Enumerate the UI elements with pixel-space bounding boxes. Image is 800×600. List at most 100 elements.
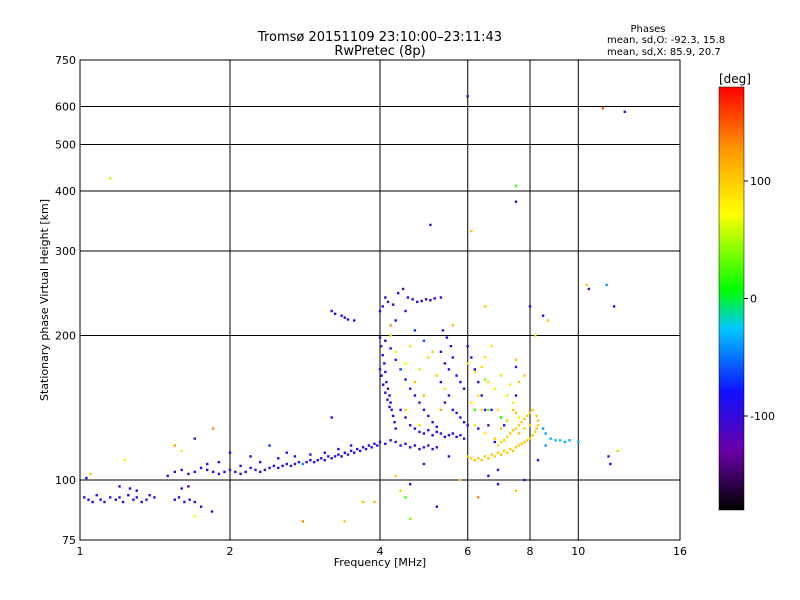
data-point [99, 498, 102, 501]
data-point [477, 380, 480, 384]
data-point [431, 447, 434, 451]
x-tick-label: 16 [673, 545, 687, 558]
data-point [346, 453, 350, 456]
data-point [523, 417, 526, 421]
y-tick-labels: 75 100 200 300 400 500 600 750 [55, 54, 76, 547]
data-point [187, 472, 190, 476]
data-point [153, 496, 156, 499]
data-point [509, 447, 512, 451]
data-point [123, 459, 126, 462]
data-point [394, 474, 397, 478]
data-point [364, 447, 368, 451]
data-point [422, 394, 426, 397]
data-point [531, 434, 534, 437]
data-point [447, 394, 451, 397]
data-point [389, 401, 392, 404]
data-point [217, 460, 221, 464]
data-point [439, 380, 443, 384]
plot-frame [79, 59, 681, 541]
data-point [223, 470, 226, 474]
data-point [391, 303, 395, 306]
data-point [443, 362, 447, 365]
data-point [459, 416, 462, 419]
data-point [473, 424, 476, 427]
data-point [199, 505, 203, 508]
data-point [496, 451, 500, 454]
x-tick-label: 10 [571, 545, 585, 558]
data-point [418, 401, 421, 404]
data-point [323, 459, 326, 462]
data-point [121, 500, 125, 504]
data-point [361, 500, 365, 504]
data-point [443, 401, 447, 404]
data-point [493, 437, 496, 440]
data-point [337, 447, 340, 451]
data-point [506, 419, 509, 422]
data-point [385, 380, 388, 384]
data-point [514, 365, 518, 369]
data-point [499, 427, 503, 430]
data-point [409, 483, 412, 486]
data-point [127, 494, 130, 497]
data-point [210, 510, 214, 513]
data-point [384, 442, 387, 445]
data-point [399, 444, 402, 447]
data-point [443, 435, 447, 439]
data-point [333, 455, 337, 458]
data-point [114, 498, 117, 501]
data-point [509, 383, 512, 386]
y-tick-label: 300 [55, 245, 76, 258]
data-point [217, 472, 221, 476]
x-tick-labels: 1 2 4 6 8 10 16 [77, 545, 688, 558]
data-point [466, 424, 469, 427]
x-axis-label: Frequency [MHz] [334, 556, 426, 569]
data-point [239, 464, 242, 468]
data-point [173, 470, 176, 474]
data-point [459, 380, 462, 384]
data-point [384, 339, 387, 342]
data-point [514, 200, 518, 203]
data-point [382, 383, 385, 386]
data-point [462, 437, 466, 440]
data-point [384, 370, 387, 374]
data-point [386, 300, 390, 304]
data-point [483, 378, 487, 381]
data-point [427, 356, 430, 359]
data-point [353, 451, 356, 454]
y-axis-label: Stationary phase Virtual Height [km] [38, 199, 51, 401]
data-point [439, 350, 443, 353]
data-point [429, 223, 432, 227]
data-point [577, 440, 580, 444]
data-point [493, 440, 496, 444]
data-point [517, 416, 521, 419]
data-point [289, 464, 293, 468]
data-point [459, 434, 462, 437]
data-point [435, 446, 438, 449]
data-point [466, 345, 469, 348]
data-point [585, 283, 588, 287]
chart-subtitle: RwPretec (8p) [334, 44, 425, 59]
data-point [473, 368, 476, 371]
data-point [447, 455, 451, 458]
data-point [389, 334, 392, 337]
data-point [523, 427, 526, 430]
data-point [435, 505, 438, 508]
data-point [487, 424, 490, 427]
data-point [420, 299, 423, 303]
data-point [535, 427, 538, 430]
data-point [389, 347, 392, 350]
data-point [477, 457, 480, 460]
data-point [343, 451, 346, 454]
data-point [211, 427, 215, 430]
data-point [379, 345, 383, 348]
data-point [301, 462, 304, 466]
data-point [447, 434, 451, 437]
data-point [480, 365, 483, 369]
data-point [473, 370, 476, 374]
data-point [520, 442, 523, 445]
data-point [523, 478, 526, 482]
data-point [441, 329, 445, 332]
data-point [394, 358, 397, 361]
data-point [445, 336, 449, 339]
